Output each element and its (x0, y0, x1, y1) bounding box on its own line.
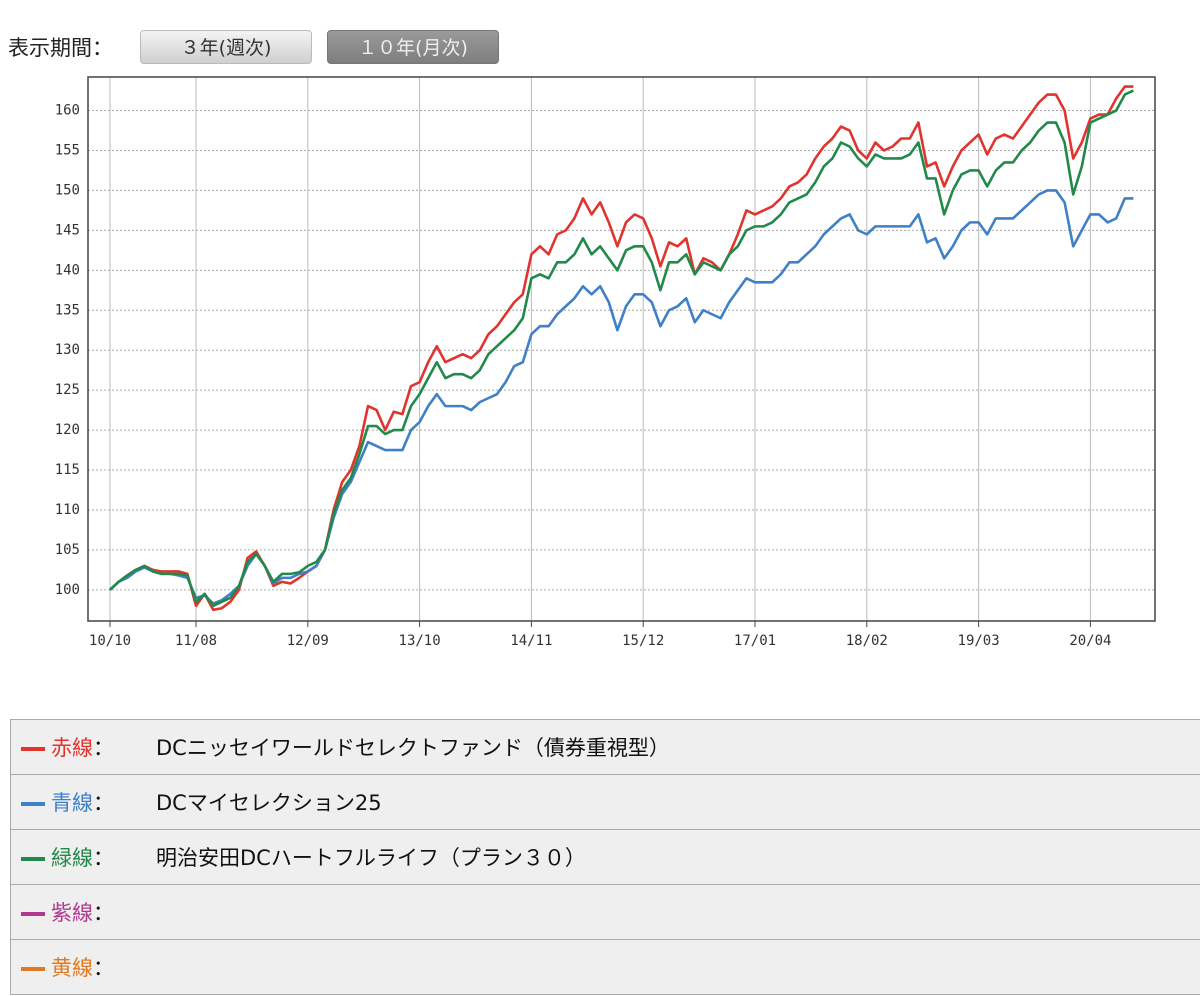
y-tick-label: 160 (55, 103, 80, 119)
legend-separator: ： (93, 791, 114, 815)
legend-separator: ： (93, 846, 114, 870)
y-tick-label: 130 (55, 342, 80, 358)
y-tick-label: 150 (55, 182, 80, 198)
x-tick-label: 18/02 (846, 633, 888, 649)
legend-swatch (21, 967, 45, 971)
legend-row: 緑線： 明治安田DCハートフルライフ（プラン３０） (10, 829, 1200, 885)
legend-swatch (21, 912, 45, 916)
fund-name: DCマイセレクション25 (156, 791, 382, 815)
legend-swatch (21, 802, 45, 806)
legend-cell: 黄線： (10, 939, 1200, 995)
legend-separator: ： (93, 736, 114, 760)
legend-label: 青線 (51, 791, 93, 815)
fund-name: DCニッセイワールドセレクトファンド（債券重視型） (156, 736, 670, 760)
y-tick-label: 125 (55, 382, 80, 398)
legend-swatch (21, 857, 45, 861)
legend-label: 緑線 (51, 846, 93, 870)
legend-label: 黄線 (51, 956, 93, 980)
series-line (109, 189, 1134, 605)
x-tick-label: 10/10 (89, 633, 131, 649)
legend-row: 赤線： DCニッセイワールドセレクトファンド（債券重視型） (10, 719, 1200, 775)
y-tick-label: 140 (55, 262, 80, 278)
chart: 100 105 110 115 120 125 130 135 140 145 150 155 160 1… (55, 76, 1156, 649)
y-tick-label: 100 (55, 582, 80, 598)
legend-cell: 緑線： 明治安田DCハートフルライフ（プラン３０） (10, 829, 1200, 885)
y-tick-label: 110 (55, 502, 80, 518)
y-tick-label: 155 (55, 142, 80, 158)
series-line (109, 85, 1134, 612)
series-line (109, 89, 1134, 608)
legend-table: 赤線： DCニッセイワールドセレクトファンド（債券重視型） 青線： DCマイセレクショ… (10, 719, 1200, 995)
x-tick-label: 11/08 (175, 633, 217, 649)
legend-row: 紫線： (10, 884, 1200, 940)
x-tick-label: 15/12 (622, 633, 664, 649)
y-tick-label: 145 (55, 222, 80, 238)
y-tick-label: 135 (55, 302, 80, 318)
y-tick-label: 120 (55, 422, 80, 438)
x-tick-label: 20/04 (1069, 633, 1111, 649)
period-button[interactable]: １０年(月次) (327, 30, 499, 64)
period-button[interactable]: ３年(週次) (140, 30, 312, 64)
legend-label: 紫線 (51, 901, 93, 925)
legend-row: 青線： DCマイセレクション25 (10, 774, 1200, 830)
y-tick-label: 115 (55, 462, 80, 478)
plot-frame (87, 76, 1156, 622)
legend-label: 赤線 (51, 736, 93, 760)
x-tick-label: 17/01 (734, 633, 776, 649)
legend-cell: 赤線： DCニッセイワールドセレクトファンド（債券重視型） (10, 719, 1200, 775)
legend-cell: 青線： DCマイセレクション25 (10, 774, 1200, 830)
x-tick-label: 12/09 (287, 633, 329, 649)
x-tick-label: 13/10 (399, 633, 441, 649)
legend-separator: ： (93, 956, 114, 980)
legend-row: 黄線： (10, 939, 1200, 995)
legend-swatch (21, 747, 45, 751)
fund-name: 明治安田DCハートフルライフ（プラン３０） (156, 846, 586, 870)
legend-separator: ： (93, 901, 114, 925)
y-tick-label: 105 (55, 542, 80, 558)
period-label: 表示期間： (8, 36, 113, 60)
x-tick-label: 14/11 (510, 633, 552, 649)
x-tick-label: 19/03 (958, 633, 1000, 649)
legend-cell: 紫線： (10, 884, 1200, 940)
